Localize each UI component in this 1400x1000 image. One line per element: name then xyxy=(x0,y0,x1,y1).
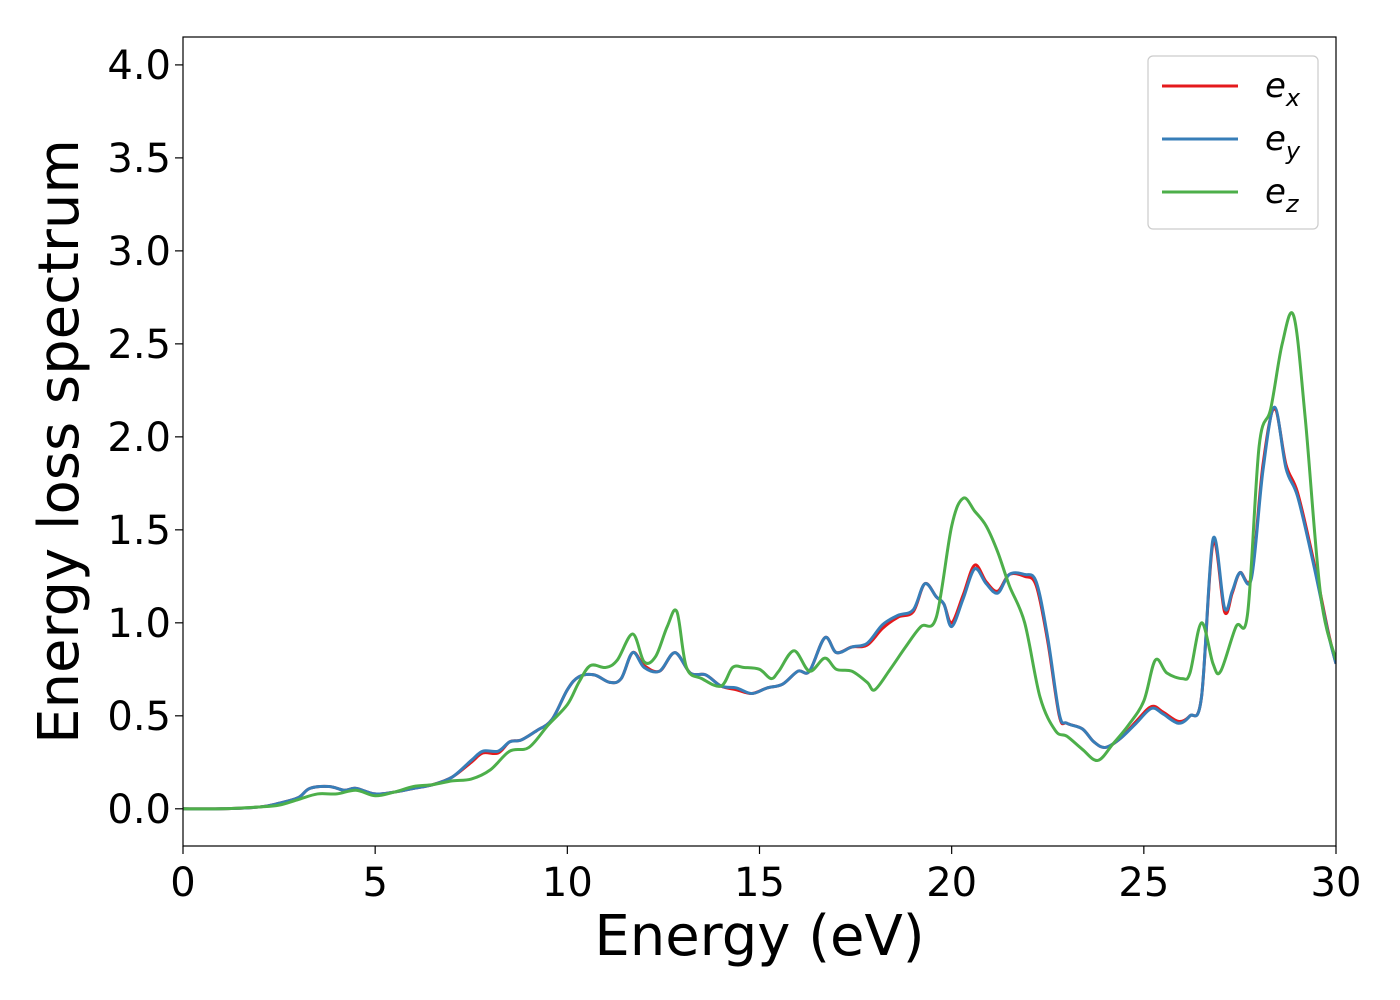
x-tick-label: 15 xyxy=(734,860,785,906)
y-axis-ticks: 0.0 0.5 1.0 1.5 2.0 2.5 3.0 3.5 4.0 xyxy=(107,43,183,833)
y-axis-title: Energy loss spectrum xyxy=(27,139,92,744)
y-tick-label: 4.0 xyxy=(107,43,171,89)
series-line-z xyxy=(183,311,1336,811)
x-tick-label: 0 xyxy=(170,860,195,906)
x-tick-label: 5 xyxy=(362,860,387,906)
y-tick-label: 3.5 xyxy=(107,136,171,182)
series-line-x xyxy=(183,407,1336,811)
y-tick-label: 2.0 xyxy=(107,415,171,461)
y-tick-label: 0.0 xyxy=(107,787,171,833)
y-tick-label: 3.0 xyxy=(107,229,171,275)
series-line-y xyxy=(183,405,1336,811)
x-tick-label: 30 xyxy=(1311,860,1362,906)
x-tick-label: 10 xyxy=(542,860,593,906)
x-axis-ticks: 0 5 10 15 20 25 30 xyxy=(170,846,1361,906)
y-tick-label: 0.5 xyxy=(107,694,171,740)
y-tick-label: 2.5 xyxy=(107,322,171,368)
x-tick-label: 25 xyxy=(1118,860,1169,906)
y-tick-label: 1.0 xyxy=(107,601,171,647)
x-tick-label: 20 xyxy=(926,860,977,906)
legend-box xyxy=(1147,55,1319,230)
y-tick-label: 1.5 xyxy=(107,508,171,554)
x-axis-title: Energy (eV) xyxy=(594,904,924,969)
series-layer xyxy=(183,311,1336,811)
